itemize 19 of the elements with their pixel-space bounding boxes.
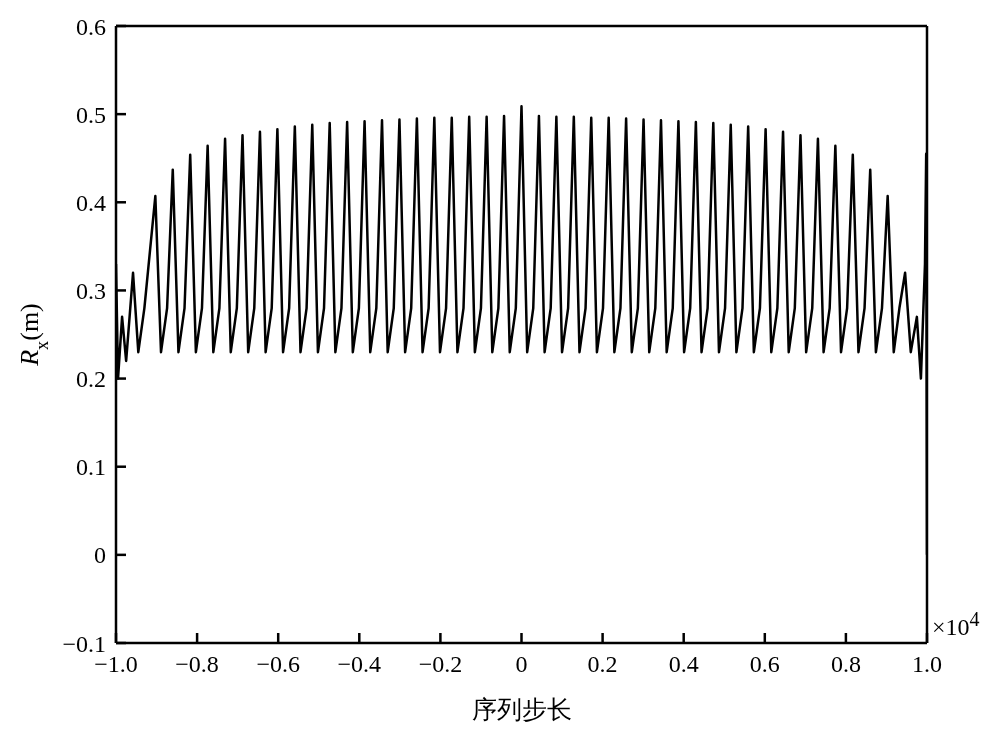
x-axis-title: 序列步长 bbox=[471, 696, 572, 723]
y-tick-label: 0.6 bbox=[76, 13, 106, 40]
x-tick-label: 1.0 bbox=[912, 651, 942, 678]
x-tick-label: −0.6 bbox=[256, 651, 300, 678]
x-tick-label: 0.6 bbox=[749, 651, 780, 678]
y-tick-label: 0.5 bbox=[76, 101, 106, 128]
y-tick-label: 0.2 bbox=[76, 366, 106, 393]
x-tick-label: −0.8 bbox=[175, 651, 219, 678]
x-tick-label: 0 bbox=[515, 651, 528, 678]
x-tick-label: 0.2 bbox=[587, 651, 618, 678]
y-tick-label: 0.1 bbox=[76, 454, 106, 481]
y-tick-label: 0.4 bbox=[76, 189, 106, 216]
y-tick-label: 0.3 bbox=[76, 277, 106, 304]
y-tick-label: 0 bbox=[94, 542, 106, 569]
x-tick-label: 0.4 bbox=[668, 651, 699, 678]
text: ×10$^{4}$ bbox=[932, 608, 980, 641]
x-tick-label: −0.2 bbox=[418, 651, 463, 678]
x-tick-label: 0.8 bbox=[830, 651, 861, 678]
x-tick-label: −0.4 bbox=[337, 651, 382, 678]
